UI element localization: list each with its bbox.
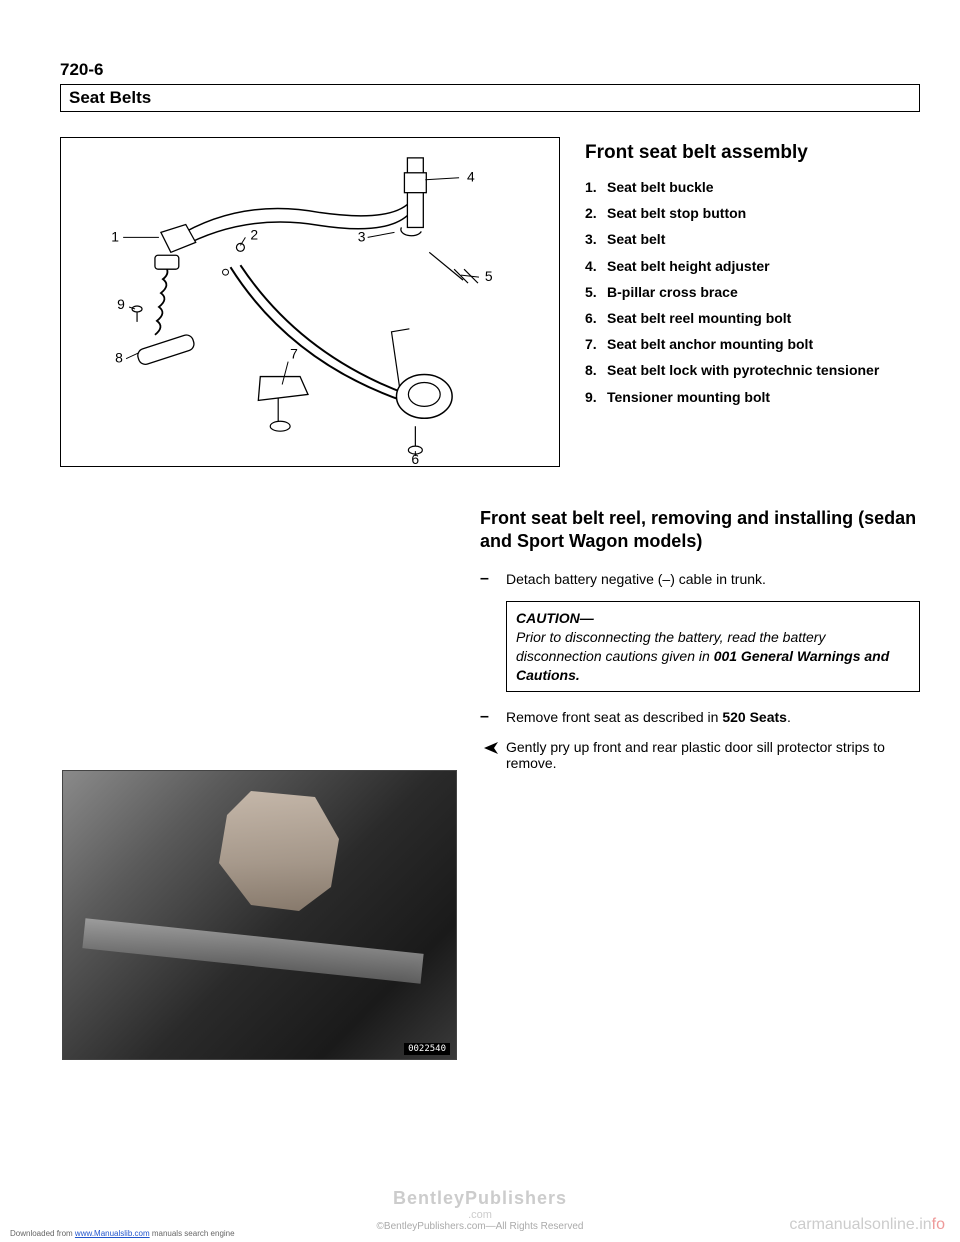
callout-8: 8 xyxy=(115,350,123,366)
sill-highlight xyxy=(82,918,423,983)
procedure-step: – Remove front seat as described in 520 … xyxy=(480,708,920,727)
dash-bullet: – xyxy=(480,708,506,727)
assembly-list: 1.Seat belt buckle 2.Seat belt stop butt… xyxy=(585,178,920,406)
list-item: 5.B-pillar cross brace xyxy=(585,283,920,301)
callout-2: 2 xyxy=(250,226,258,242)
download-attribution: Downloaded from www.Manualslib.com manua… xyxy=(10,1229,235,1238)
section-title-bar: Seat Belts xyxy=(60,84,920,112)
callout-5: 5 xyxy=(485,268,493,284)
site-watermark: carmanualsonline.info xyxy=(789,1216,945,1234)
manualslib-link[interactable]: www.Manualslib.com xyxy=(75,1229,150,1238)
caution-heading: CAUTION— xyxy=(516,610,594,626)
callout-3: 3 xyxy=(358,228,366,244)
publisher-watermark: BentleyPublishers xyxy=(393,1188,567,1208)
sill-photo: 0022540 xyxy=(62,770,457,1060)
callout-9: 9 xyxy=(117,296,125,312)
callout-4: 4 xyxy=(467,169,475,185)
callout-6: 6 xyxy=(411,451,419,466)
list-item: 9.Tensioner mounting bolt xyxy=(585,388,920,406)
copyright-text: ©BentleyPublishers.com—All Rights Reserv… xyxy=(377,1221,584,1232)
callout-1: 1 xyxy=(111,228,119,244)
callout-7: 7 xyxy=(290,346,298,362)
list-item: 6.Seat belt reel mounting bolt xyxy=(585,309,920,327)
assembly-title: Front seat belt assembly xyxy=(585,142,920,164)
step-text: Remove front seat as described in 520 Se… xyxy=(506,708,920,727)
top-row: 1 2 3 4 5 6 7 8 9 Front seat belt assemb… xyxy=(60,137,920,467)
list-item: 7.Seat belt anchor mounting bolt xyxy=(585,335,920,353)
manual-page: 720-6 Seat Belts xyxy=(0,0,960,1242)
page-number: 720-6 xyxy=(60,60,920,80)
dash-bullet: – xyxy=(480,570,506,589)
step-text: Detach battery negative (–) cable in tru… xyxy=(506,570,920,589)
procedure-title: Front seat belt reel, removing and insta… xyxy=(480,507,920,552)
hand-shape xyxy=(203,791,363,911)
list-item: 2.Seat belt stop button xyxy=(585,204,920,222)
photo-code: 0022540 xyxy=(404,1043,450,1055)
diagram-svg: 1 2 3 4 5 6 7 8 9 xyxy=(61,138,559,466)
left-arrow-icon xyxy=(480,740,500,756)
procedure-step: – Detach battery negative (–) cable in t… xyxy=(480,570,920,589)
list-item: 4.Seat belt height adjuster xyxy=(585,257,920,275)
procedure-step-arrow: Gently pry up front and rear plastic doo… xyxy=(480,739,920,771)
step-text: Gently pry up front and rear plastic doo… xyxy=(506,739,920,771)
publisher-watermark-sub: .com xyxy=(468,1209,492,1221)
assembly-legend: Front seat belt assembly 1.Seat belt buc… xyxy=(585,137,920,467)
seat-belt-diagram: 1 2 3 4 5 6 7 8 9 xyxy=(60,137,560,467)
caution-box: CAUTION— Prior to disconnecting the batt… xyxy=(506,601,920,693)
procedure-section: Front seat belt reel, removing and insta… xyxy=(480,507,920,771)
list-item: 1.Seat belt buckle xyxy=(585,178,920,196)
list-item: 3.Seat belt xyxy=(585,230,920,248)
list-item: 8.Seat belt lock with pyrotechnic tensio… xyxy=(585,361,920,379)
